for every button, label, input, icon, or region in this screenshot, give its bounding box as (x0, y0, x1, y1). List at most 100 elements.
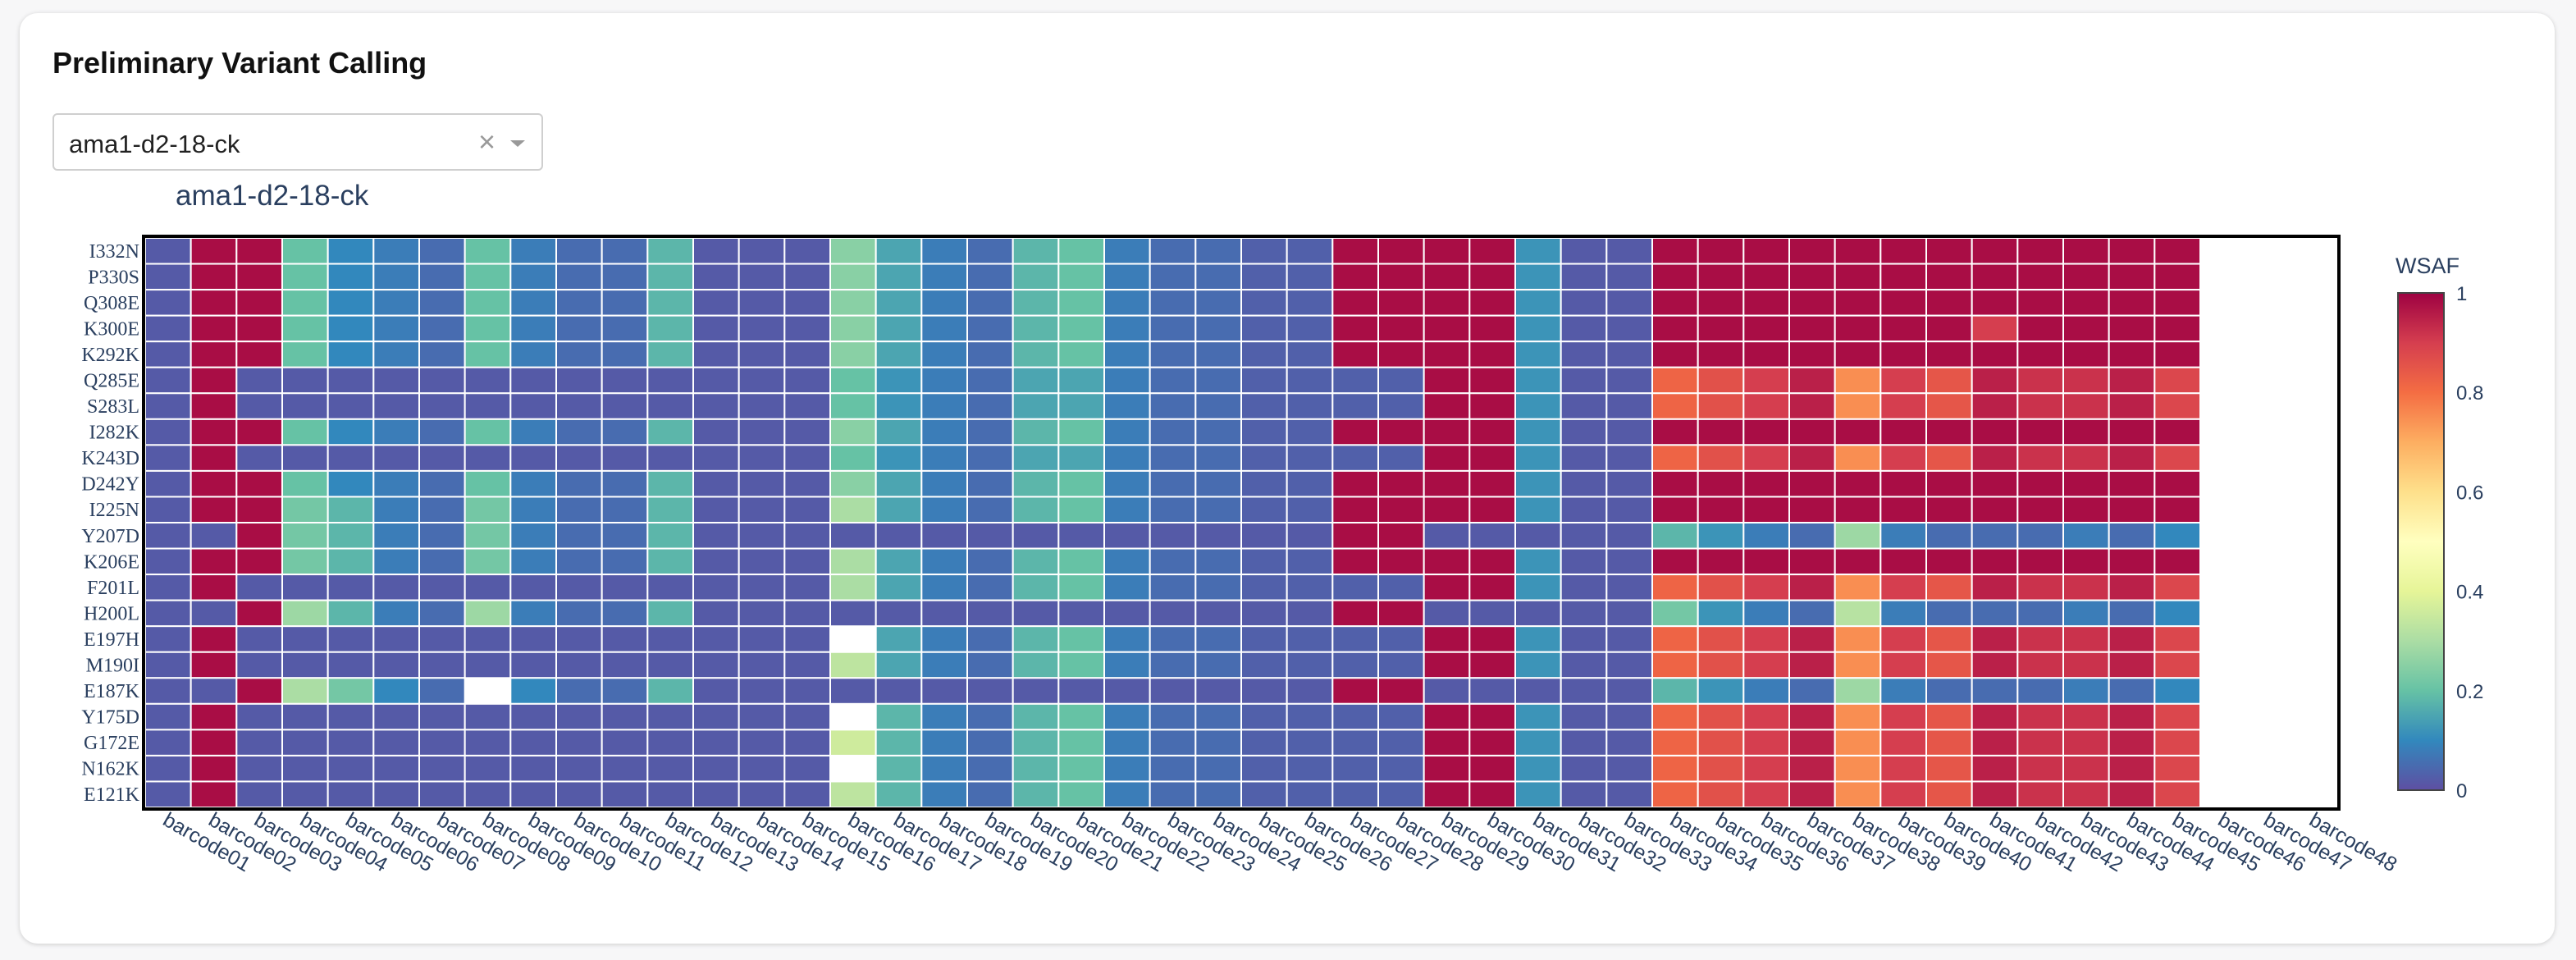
heatmap-cell-D242Y-barcode35[interactable] (1697, 469, 1745, 498)
heatmap-cell-S283L-barcode45[interactable] (2154, 392, 2202, 420)
heatmap-cell-D242Y-barcode40[interactable] (1925, 469, 1973, 498)
heatmap-cell-H200L-barcode21[interactable] (1057, 599, 1105, 628)
heatmap-cell-K243D-barcode33[interactable] (1605, 444, 1653, 472)
heatmap-cell-S283L-barcode07[interactable] (418, 392, 466, 420)
heatmap-cell-I225N-barcode41[interactable] (1971, 496, 2019, 524)
heatmap-cell-M190I-barcode05[interactable] (327, 651, 375, 679)
heatmap-cell-D242Y-barcode11[interactable] (601, 469, 649, 498)
heatmap-cell-K243D-barcode29[interactable] (1423, 444, 1471, 472)
heatmap-cell-G172E-barcode33[interactable] (1605, 729, 1653, 757)
heatmap-cell-S283L-barcode26[interactable] (1286, 392, 1334, 420)
heatmap-cell-K243D-barcode25[interactable] (1240, 444, 1288, 472)
heatmap-cell-D242Y-barcode36[interactable] (1742, 469, 1791, 498)
heatmap-cell-E197H-barcode31[interactable] (1514, 625, 1562, 653)
heatmap-cell-I282K-barcode06[interactable] (372, 418, 420, 446)
heatmap-cell-K243D-barcode30[interactable] (1468, 444, 1516, 472)
heatmap-cell-E187K-barcode02[interactable] (190, 677, 238, 705)
heatmap-cell-I332N-barcode15[interactable] (783, 237, 832, 265)
heatmap-cell-H200L-barcode15[interactable] (783, 599, 832, 628)
heatmap-cell-M190I-barcode26[interactable] (1286, 651, 1334, 679)
heatmap-cell-N162K-barcode05[interactable] (327, 754, 375, 783)
heatmap-cell-F201L-barcode45[interactable] (2154, 574, 2202, 601)
heatmap-cell-G172E-barcode29[interactable] (1423, 729, 1471, 757)
heatmap-cell-K206E-barcode07[interactable] (418, 547, 466, 576)
heatmap-cell-K300E-barcode23[interactable] (1149, 314, 1197, 343)
heatmap-cell-Q308E-barcode31[interactable] (1514, 289, 1562, 317)
heatmap-cell-Q308E-barcode05[interactable] (327, 289, 375, 317)
heatmap-cell-K206E-barcode36[interactable] (1742, 547, 1791, 576)
heatmap-cell-K206E-barcode17[interactable] (875, 547, 923, 576)
heatmap-cell-K300E-barcode41[interactable] (1971, 314, 2019, 343)
heatmap-cell-F201L-barcode19[interactable] (966, 574, 1014, 601)
heatmap-cell-E187K-barcode41[interactable] (1971, 677, 2019, 705)
heatmap-cell-P330S-barcode43[interactable] (2062, 263, 2110, 291)
heatmap-cell-M190I-barcode16[interactable] (829, 651, 877, 679)
heatmap-cell-I282K-barcode21[interactable] (1057, 418, 1105, 446)
heatmap-cell-I332N-barcode03[interactable] (235, 237, 283, 265)
heatmap-cell-N162K-barcode43[interactable] (2062, 754, 2110, 783)
heatmap-cell-I332N-barcode27[interactable] (1331, 237, 1379, 265)
heatmap-cell-K300E-barcode03[interactable] (235, 314, 283, 343)
heatmap-cell-I282K-barcode03[interactable] (235, 418, 283, 446)
heatmap-cell-S283L-barcode32[interactable] (1560, 392, 1608, 420)
heatmap-cell-K292K-barcode06[interactable] (372, 341, 420, 368)
heatmap-cell-K243D-barcode20[interactable] (1012, 444, 1060, 472)
heatmap-cell-I332N-barcode24[interactable] (1194, 237, 1242, 265)
heatmap-cell-Y207D-barcode36[interactable] (1742, 522, 1791, 550)
heatmap-cell-G172E-barcode32[interactable] (1560, 729, 1608, 757)
heatmap-cell-K206E-barcode28[interactable] (1377, 547, 1425, 576)
heatmap-cell-I225N-barcode01[interactable] (144, 496, 192, 524)
heatmap-cell-Q285E-barcode41[interactable] (1971, 366, 2019, 395)
heatmap-cell-E121K-barcode14[interactable] (738, 780, 786, 809)
heatmap-cell-M190I-barcode07[interactable] (418, 651, 466, 679)
heatmap-cell-M190I-barcode10[interactable] (555, 651, 603, 679)
heatmap-cell-Y175D-barcode37[interactable] (1788, 702, 1836, 731)
heatmap-cell-I225N-barcode19[interactable] (966, 496, 1014, 524)
heatmap-cell-F201L-barcode04[interactable] (281, 574, 329, 601)
heatmap-cell-E121K-barcode07[interactable] (418, 780, 466, 809)
heatmap-cell-F201L-barcode36[interactable] (1742, 574, 1791, 601)
heatmap-cell-I225N-barcode24[interactable] (1194, 496, 1242, 524)
heatmap-cell-K300E-barcode40[interactable] (1925, 314, 1973, 343)
heatmap-cell-M190I-barcode44[interactable] (2108, 651, 2156, 679)
heatmap-cell-I282K-barcode14[interactable] (738, 418, 786, 446)
heatmap-cell-I332N-barcode29[interactable] (1423, 237, 1471, 265)
heatmap-cell-I332N-barcode09[interactable] (509, 237, 558, 265)
heatmap-cell-K243D-barcode35[interactable] (1697, 444, 1745, 472)
heatmap-cell-K300E-barcode45[interactable] (2154, 314, 2202, 343)
heatmap-cell-Q285E-barcode06[interactable] (372, 366, 420, 395)
heatmap-cell-Y207D-barcode31[interactable] (1514, 522, 1562, 550)
heatmap-cell-H200L-barcode31[interactable] (1514, 599, 1562, 628)
heatmap-cell-K206E-barcode05[interactable] (327, 547, 375, 576)
heatmap-cell-K292K-barcode35[interactable] (1697, 341, 1745, 368)
heatmap-cell-K206E-barcode11[interactable] (601, 547, 649, 576)
heatmap-cell-P330S-barcode07[interactable] (418, 263, 466, 291)
heatmap-cell-E187K-barcode39[interactable] (1879, 677, 1928, 705)
heatmap-cell-Q285E-barcode28[interactable] (1377, 366, 1425, 395)
heatmap-cell-S283L-barcode27[interactable] (1331, 392, 1379, 420)
heatmap-cell-K292K-barcode10[interactable] (555, 341, 603, 368)
heatmap-cell-K243D-barcode06[interactable] (372, 444, 420, 472)
heatmap-cell-D242Y-barcode03[interactable] (235, 469, 283, 498)
heatmap-cell-D242Y-barcode04[interactable] (281, 469, 329, 498)
heatmap-cell-Y175D-barcode22[interactable] (1103, 702, 1151, 731)
heatmap-cell-S283L-barcode25[interactable] (1240, 392, 1288, 420)
heatmap-cell-K300E-barcode39[interactable] (1879, 314, 1928, 343)
heatmap-cell-G172E-barcode44[interactable] (2108, 729, 2156, 757)
heatmap-cell-I282K-barcode10[interactable] (555, 418, 603, 446)
heatmap-cell-S283L-barcode18[interactable] (920, 392, 968, 420)
heatmap-cell-Q308E-barcode42[interactable] (2016, 289, 2065, 317)
heatmap-cell-E121K-barcode17[interactable] (875, 780, 923, 809)
heatmap-cell-I225N-barcode10[interactable] (555, 496, 603, 524)
heatmap-cell-Y207D-barcode25[interactable] (1240, 522, 1288, 550)
heatmap-cell-Y207D-barcode17[interactable] (875, 522, 923, 550)
heatmap-cell-Q285E-barcode11[interactable] (601, 366, 649, 395)
heatmap-cell-K206E-barcode06[interactable] (372, 547, 420, 576)
heatmap-cell-E197H-barcode14[interactable] (738, 625, 786, 653)
heatmap-cell-M190I-barcode24[interactable] (1194, 651, 1242, 679)
heatmap-cell-Y207D-barcode35[interactable] (1697, 522, 1745, 550)
heatmap-cell-Q308E-barcode32[interactable] (1560, 289, 1608, 317)
heatmap-cell-K243D-barcode23[interactable] (1149, 444, 1197, 472)
heatmap-cell-I282K-barcode25[interactable] (1240, 418, 1288, 446)
heatmap-cell-S283L-barcode39[interactable] (1879, 392, 1928, 420)
